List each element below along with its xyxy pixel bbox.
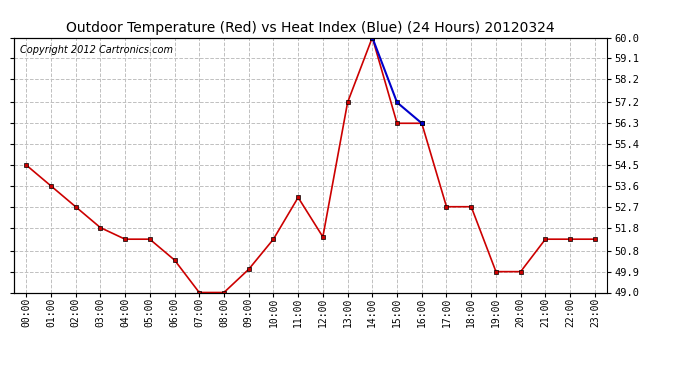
Title: Outdoor Temperature (Red) vs Heat Index (Blue) (24 Hours) 20120324: Outdoor Temperature (Red) vs Heat Index … <box>66 21 555 35</box>
Text: Copyright 2012 Cartronics.com: Copyright 2012 Cartronics.com <box>20 45 172 55</box>
